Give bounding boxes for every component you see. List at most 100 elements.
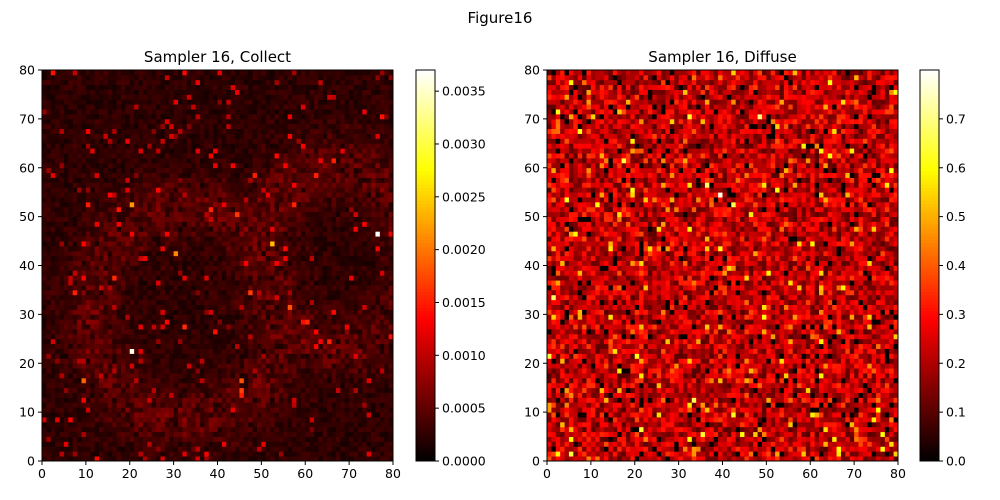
heatmap-cell [72, 245, 78, 252]
heatmap-cell [191, 270, 196, 276]
heatmap-cell [204, 289, 210, 296]
heatmap-cell [134, 197, 139, 203]
heatmap-cell [261, 182, 267, 188]
heatmap-cell [50, 363, 56, 369]
heatmap-cell [318, 157, 324, 164]
heatmap-cell [90, 201, 96, 208]
heatmap-cell [226, 285, 232, 291]
heatmap-cell [208, 358, 214, 364]
heatmap-cell [265, 201, 271, 208]
heatmap-cell [129, 211, 135, 218]
heatmap-cell [379, 172, 385, 178]
heatmap-cell [213, 289, 218, 296]
heatmap-cell [230, 373, 236, 379]
heatmap-cell [169, 285, 175, 291]
heatmap-cell [125, 353, 131, 359]
heatmap-cell [327, 451, 332, 457]
heatmap-cell [357, 436, 363, 442]
heatmap-cell [199, 348, 205, 354]
heatmap-cell [173, 172, 179, 178]
heatmap-cell [384, 446, 390, 452]
heatmap-cell [81, 402, 87, 408]
heatmap-cell [309, 226, 315, 232]
heatmap-cell [235, 451, 240, 457]
heatmap-cell [335, 324, 341, 330]
heatmap-cell [274, 436, 280, 442]
heatmap-cell [116, 299, 122, 305]
heatmap-cell [366, 285, 372, 291]
heatmap-cell [261, 441, 267, 447]
heatmap-cell [103, 333, 109, 340]
heatmap-cell [199, 157, 205, 164]
heatmap-cell [186, 289, 192, 296]
heatmap-cell [235, 338, 240, 345]
heatmap-cell [182, 201, 188, 208]
heatmap-cell [99, 353, 104, 359]
heatmap-cell [134, 402, 139, 408]
heatmap-cell [287, 431, 293, 437]
heatmap-cell [283, 324, 289, 330]
heatmap-cell [331, 397, 337, 403]
heatmap-cell [213, 436, 218, 442]
heatmap-cell [151, 299, 157, 305]
heatmap-cell [129, 167, 135, 174]
heatmap-cell [63, 236, 69, 242]
heatmap-cell [186, 280, 192, 286]
heatmap-cell [208, 338, 214, 345]
heatmap-cell [375, 167, 381, 174]
heatmap-cell [221, 294, 227, 301]
heatmap-cell [283, 167, 289, 174]
heatmap-cell [204, 280, 210, 286]
heatmap-cell [235, 260, 240, 266]
heatmap-cell [213, 241, 218, 247]
heatmap-cell [362, 275, 368, 281]
heatmap-cell [340, 451, 346, 457]
heatmap-cell [195, 451, 201, 457]
heatmap-cell [314, 338, 319, 345]
heatmap-cell [217, 172, 223, 178]
heatmap-cell [235, 221, 240, 227]
heatmap-cell [85, 182, 91, 188]
heatmap-cell [384, 421, 390, 428]
heatmap-cell [182, 421, 188, 428]
heatmap-cell [270, 417, 275, 423]
heatmap-cell [331, 353, 337, 359]
heatmap-cell [50, 343, 56, 349]
heatmap-cell [274, 294, 280, 301]
heatmap-cell [327, 387, 332, 393]
heatmap-cell [199, 407, 205, 413]
heatmap-cell [243, 236, 249, 242]
heatmap-cell [388, 285, 394, 291]
heatmap-cell [182, 157, 188, 164]
heatmap-cell [256, 314, 262, 320]
heatmap-cell [173, 275, 179, 281]
heatmap-cell [151, 314, 157, 320]
heatmap-cell [63, 162, 69, 169]
heatmap-cell [103, 221, 109, 227]
heatmap-cell [103, 456, 109, 462]
heatmap-cell [112, 157, 117, 164]
heatmap-cell [384, 441, 390, 447]
heatmap-cell [309, 236, 315, 242]
heatmap-cell [125, 255, 131, 262]
heatmap-cell [142, 221, 148, 227]
heatmap-cell [156, 192, 161, 198]
heatmap-cell [173, 221, 179, 227]
heatmap-cell [55, 216, 60, 222]
heatmap-cell [327, 250, 332, 257]
heatmap-cell [221, 441, 227, 447]
heatmap-cell [256, 192, 262, 198]
heatmap-cell [322, 280, 328, 286]
heatmap-cell [243, 358, 249, 364]
heatmap-cell [371, 333, 376, 340]
heatmap-cell [331, 441, 337, 447]
heatmap-cell [138, 309, 144, 315]
heatmap-cell [287, 231, 293, 237]
heatmap-cell [261, 177, 267, 183]
heatmap-cell [340, 358, 346, 364]
heatmap-cell [103, 241, 109, 247]
heatmap-cell [375, 294, 381, 301]
heatmap-cell [195, 363, 201, 369]
heatmap-cell [283, 446, 289, 452]
heatmap-cell [151, 348, 157, 354]
